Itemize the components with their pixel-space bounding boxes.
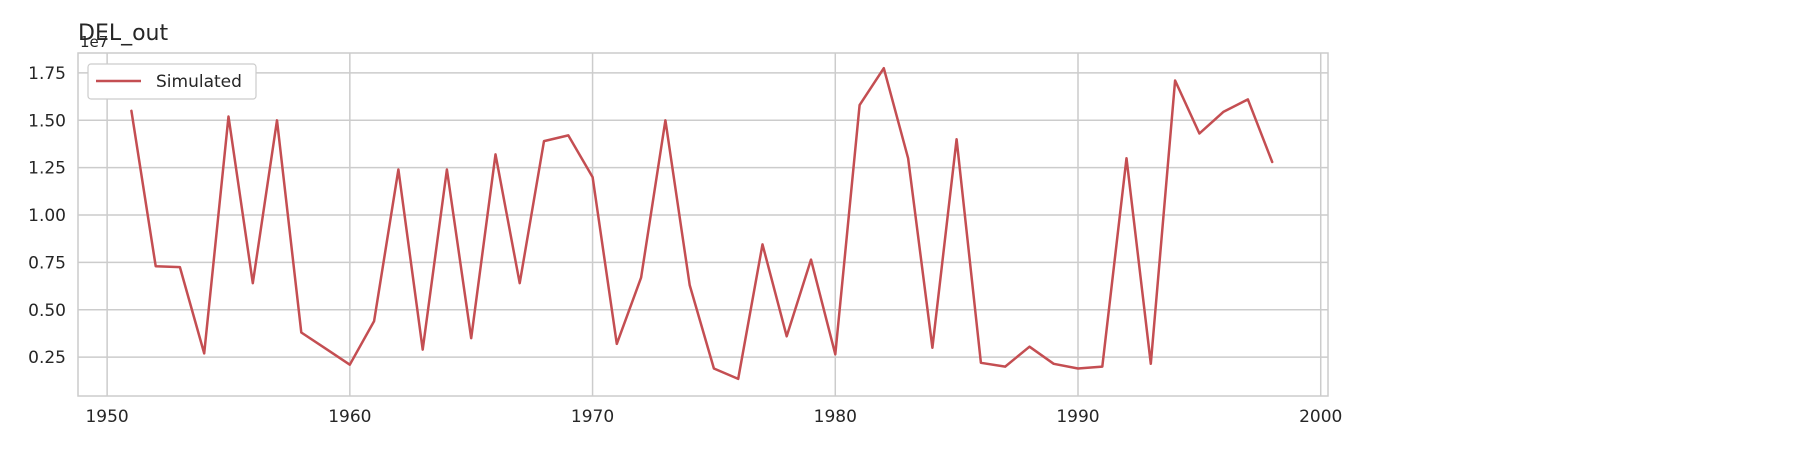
- y-tick-label: 1.50: [28, 111, 66, 131]
- legend: Simulated: [87, 63, 257, 100]
- y-offset-label: 1e7: [80, 33, 108, 51]
- x-axis-ticks: 1950 1960 1970 1980 1990 2000: [85, 407, 1342, 427]
- y-tick-label: 1.25: [28, 159, 66, 179]
- x-tick-label: 1950: [85, 407, 128, 427]
- plot-area: [77, 52, 1329, 397]
- series-layer: [130, 66, 1274, 381]
- y-tick-label: 1.00: [28, 206, 66, 226]
- series-line-simulated: [130, 66, 1274, 381]
- legend-box: [87, 63, 257, 100]
- chart-title: DEL_out: [78, 21, 169, 46]
- x-tick-label: 1960: [328, 407, 371, 427]
- y-axis-ticks: 0.25 0.50 0.75 1.00 1.25 1.50 1.75: [28, 64, 66, 368]
- legend-label-simulated: Simulated: [156, 72, 242, 92]
- y-tick-label: 1.75: [28, 64, 66, 84]
- y-tick-label: 0.75: [28, 253, 66, 273]
- x-tick-label: 1990: [1056, 407, 1099, 427]
- x-tick-label: 2000: [1299, 407, 1342, 427]
- y-tick-label: 0.50: [28, 301, 66, 321]
- y-tick-label: 0.25: [28, 348, 66, 368]
- x-tick-label: 1970: [571, 407, 614, 427]
- x-tick-label: 1980: [814, 407, 857, 427]
